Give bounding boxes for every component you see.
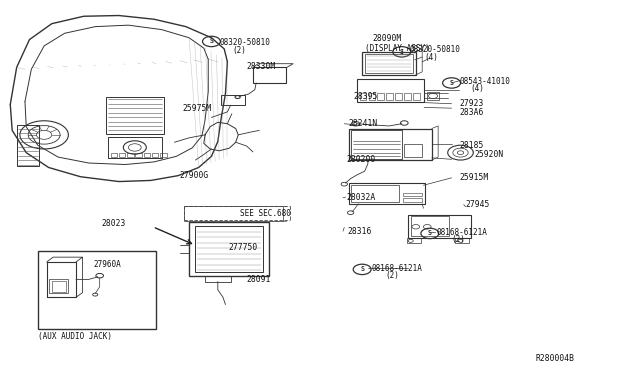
Bar [349, 129, 432, 160]
Bar [369, 93, 375, 100]
Text: (4): (4) [424, 52, 438, 61]
Bar [411, 217, 449, 236]
Bar [428, 92, 439, 100]
Text: (2): (2) [386, 271, 399, 280]
Text: 25975M: 25975M [182, 104, 212, 113]
Bar [349, 183, 426, 204]
Bar [205, 276, 230, 282]
Bar [360, 93, 366, 100]
Text: 27945: 27945 [466, 200, 490, 209]
Text: 283A6: 283A6 [460, 108, 484, 117]
Text: 08168-6121A: 08168-6121A [371, 264, 422, 273]
Bar [17, 125, 39, 166]
Bar [404, 144, 422, 157]
Text: 08543-41010: 08543-41010 [460, 77, 510, 86]
Bar [351, 130, 402, 158]
Bar [403, 193, 422, 196]
Bar [253, 67, 286, 83]
Bar [189, 222, 269, 276]
Bar [106, 97, 164, 134]
Bar [144, 153, 150, 157]
Text: 28185: 28185 [460, 141, 484, 150]
Bar [221, 95, 245, 105]
Bar [407, 238, 421, 243]
Bar [38, 251, 156, 329]
Text: 28316: 28316 [348, 227, 372, 236]
Text: 27960A: 27960A [93, 260, 121, 269]
Text: (4): (4) [470, 84, 484, 93]
Bar [111, 153, 117, 157]
Bar [119, 153, 125, 157]
Bar [378, 93, 384, 100]
Text: (2): (2) [232, 46, 246, 55]
Bar [413, 93, 420, 100]
Text: SEE SEC.680: SEE SEC.680 [240, 209, 291, 218]
Text: S: S [360, 266, 364, 272]
Text: 28091: 28091 [246, 275, 271, 284]
Bar [52, 280, 66, 292]
Bar [127, 153, 134, 157]
Text: 27900G: 27900G [179, 171, 209, 180]
Text: 28090M: 28090M [372, 34, 402, 43]
Text: 28023: 28023 [102, 219, 126, 228]
Text: S: S [449, 80, 454, 86]
Bar [357, 79, 424, 102]
Text: 280200: 280200 [347, 155, 376, 164]
Text: 08320-50810: 08320-50810 [410, 45, 460, 54]
Text: 28241N: 28241N [349, 119, 378, 128]
Text: 25915M: 25915M [460, 173, 488, 182]
Bar [195, 226, 262, 272]
Bar [365, 54, 413, 73]
Text: 08320-50810: 08320-50810 [220, 38, 271, 48]
Text: 277750: 277750 [228, 243, 257, 251]
Text: 27923: 27923 [460, 99, 484, 108]
Text: S: S [428, 230, 432, 237]
Text: (2): (2) [452, 235, 465, 244]
Bar [408, 215, 470, 238]
Text: 25920N: 25920N [474, 150, 504, 159]
Text: 28330M: 28330M [246, 62, 276, 71]
Text: R280004B: R280004B [536, 354, 575, 363]
Text: S: S [209, 38, 213, 45]
Bar [136, 153, 142, 157]
Bar [404, 93, 411, 100]
Bar [403, 198, 422, 202]
Text: S: S [400, 49, 404, 55]
Bar [161, 153, 167, 157]
Bar [184, 206, 283, 221]
Text: (DISPLAY ASSY): (DISPLAY ASSY) [365, 44, 429, 52]
Bar [152, 153, 159, 157]
Text: 28395: 28395 [353, 92, 378, 101]
Bar [387, 93, 393, 100]
Text: 28032A: 28032A [347, 193, 376, 202]
Bar [49, 279, 68, 294]
Bar [396, 93, 402, 100]
Bar [351, 185, 399, 202]
Bar [108, 137, 163, 158]
Text: 08168-6121A: 08168-6121A [437, 228, 488, 237]
Text: (AUX AUDIO JACK): (AUX AUDIO JACK) [38, 331, 112, 341]
Bar [362, 52, 416, 75]
Bar [456, 238, 469, 243]
